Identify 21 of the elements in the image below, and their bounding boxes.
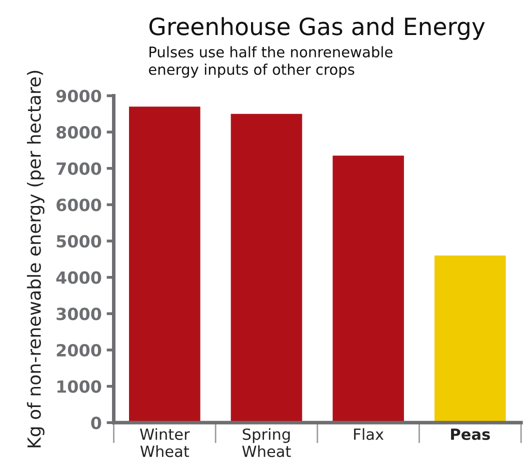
y-tick-label: 4000: [56, 271, 102, 284]
bar: [332, 156, 404, 423]
y-tick-label: 0: [91, 416, 102, 430]
y-tick-label: 9000: [56, 90, 102, 102]
bar: [434, 256, 506, 423]
y-tick-label: 2000: [56, 344, 102, 357]
y-tick-label: 6000: [56, 198, 102, 212]
y-tick-label: 8000: [56, 126, 102, 139]
bar: [230, 114, 302, 423]
y-tick-label: 3000: [56, 308, 102, 320]
chart-subtitle: Pulses use half the nonrenewable energy inputs of other crops: [148, 46, 392, 78]
chart-title: Greenhouse Gas and Energy: [149, 17, 485, 40]
x-tick-label: Winter Wheat: [140, 428, 190, 458]
x-tick-label: Flax: [354, 428, 384, 440]
bar: [129, 106, 200, 423]
x-tick-label: Spring Wheat: [242, 428, 291, 458]
y-tick-label: 1000: [57, 380, 102, 393]
x-tick-label: Peas: [451, 428, 490, 440]
y-axis-title: Kg of non-renewable energy (per hectare): [26, 70, 44, 448]
y-tick-label: 7000: [56, 162, 102, 175]
y-tick-label: 5000: [56, 234, 102, 248]
